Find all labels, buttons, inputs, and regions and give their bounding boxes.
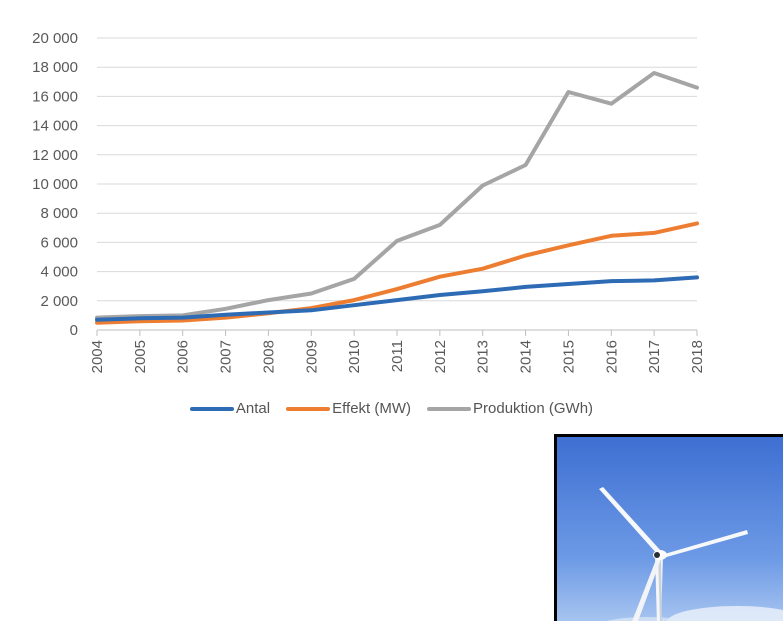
legend-label: Antal	[235, 400, 271, 417]
x-tick-label: 2017	[646, 340, 663, 373]
legend-swatch	[286, 406, 331, 411]
legend-item-produktion: Produktion (GWh)	[427, 400, 593, 417]
line-chart: 0 2 000 4 000 6 000 8 000 10 000 12 000 14 000 1…	[32, 30, 706, 373]
x-tick-label: 2004	[89, 340, 106, 373]
y-tick-label: 18 000	[32, 59, 78, 76]
y-tick-label: 2 000	[40, 293, 78, 310]
x-tick-label: 2008	[260, 340, 277, 373]
legend-swatch	[427, 406, 472, 411]
y-tick-label: 10 000	[32, 176, 78, 193]
x-tick-label: 2007	[218, 340, 235, 373]
y-axis-ticks: 0 2 000 4 000 6 000 8 000 10 000 12 000 14 000 1…	[32, 30, 78, 339]
y-tick-label: 4 000	[40, 264, 78, 281]
gridlines	[97, 37, 697, 331]
x-tick-label: 2010	[346, 340, 363, 373]
legend-item-antal: Antal	[189, 400, 271, 417]
y-tick-label: 6 000	[40, 234, 78, 251]
wind-turbine-icon	[557, 437, 783, 621]
x-tick-label: 2014	[518, 340, 535, 373]
chart-legend: Antal Effekt (MW) Produktion (GWh)	[0, 400, 783, 417]
y-tick-label: 16 000	[32, 88, 78, 105]
y-tick-label: 8 000	[40, 205, 78, 222]
legend-label: Effekt (MW)	[332, 400, 412, 417]
x-tick-label: 2005	[132, 340, 149, 373]
wind-turbine-photo	[554, 434, 783, 621]
x-tick-label: 2018	[689, 340, 706, 373]
x-tick-label: 2006	[175, 340, 192, 373]
series-line-effekt	[95, 221, 699, 325]
legend-label: Produktion (GWh)	[473, 400, 594, 417]
y-tick-label: 20 000	[32, 30, 78, 47]
x-tick-label: 2011	[389, 340, 406, 372]
series-line-antal	[95, 275, 699, 322]
x-tick-label: 2013	[475, 340, 492, 373]
x-axis-ticks: 2004 2005 2006 2007 2008 2009 2010 2011 2012 2013…	[89, 330, 706, 373]
series-lines	[95, 71, 699, 325]
y-tick-label: 12 000	[32, 147, 78, 164]
series-line-produktion	[95, 71, 699, 320]
x-tick-label: 2012	[432, 340, 449, 373]
x-tick-label: 2015	[560, 340, 577, 373]
legend-swatch	[189, 406, 234, 411]
y-tick-label: 14 000	[32, 118, 78, 135]
x-tick-label: 2016	[603, 340, 620, 373]
y-tick-label: 0	[70, 322, 78, 339]
x-tick-label: 2009	[303, 340, 320, 373]
legend-item-effekt: Effekt (MW)	[286, 400, 411, 417]
